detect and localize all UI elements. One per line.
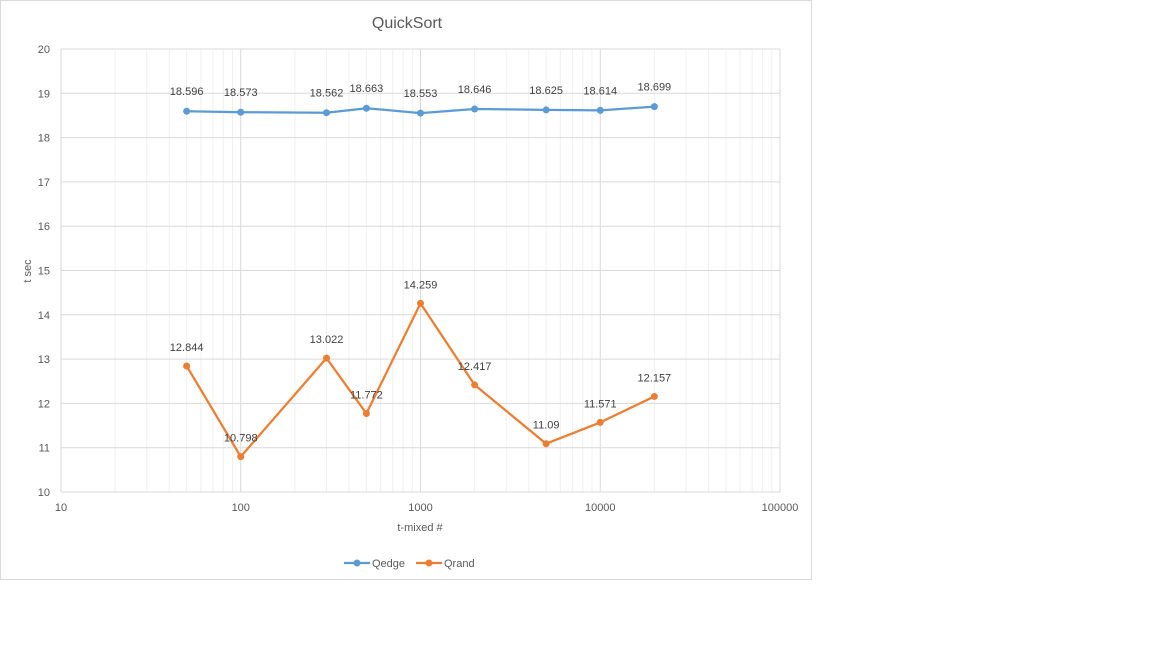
data-point [471, 381, 479, 389]
data-point [237, 453, 245, 461]
data-point [417, 109, 424, 117]
y-tick-label: 10 [38, 487, 50, 499]
data-point [596, 418, 604, 426]
data-point [362, 104, 370, 112]
data-label: 13.022 [310, 334, 344, 346]
data-label: 18.553 [404, 88, 438, 100]
x-axis-title: t-mixed # [397, 522, 443, 534]
x-tick-label: 10 [55, 502, 67, 514]
legend: Qedge Qrand [344, 558, 475, 570]
y-axis-ticks: 10 11 12 13 14 15 16 17 18 19 20 [38, 44, 50, 499]
data-point [237, 108, 245, 116]
x-tick-label: 1000 [408, 502, 432, 514]
y-tick-label: 11 [39, 443, 50, 455]
x-tick-label: 10000 [585, 502, 616, 514]
data-point [650, 103, 658, 111]
data-label: 11.09 [533, 420, 560, 432]
data-label: 10.798 [224, 433, 258, 445]
data-label: 18.699 [638, 82, 672, 94]
y-tick-label: 18 [38, 133, 50, 145]
data-label: 12.844 [170, 342, 204, 354]
legend-label: Qrand [444, 558, 475, 570]
data-label: 12.417 [458, 361, 492, 373]
data-label: 11.772 [350, 390, 383, 402]
y-tick-label: 19 [38, 88, 50, 100]
y-tick-label: 20 [38, 44, 50, 56]
legend-label: Qedge [372, 558, 405, 570]
data-point [183, 107, 191, 115]
chart-title: QuickSort [372, 15, 443, 32]
data-point [323, 109, 331, 117]
data-label: 18.614 [583, 85, 617, 97]
y-axis-title: t sec [22, 259, 34, 283]
gridlines [60, 48, 781, 493]
data-label: 18.596 [170, 86, 204, 98]
y-tick-label: 15 [38, 266, 50, 278]
data-label: 18.562 [310, 88, 344, 100]
data-label: 12.157 [638, 372, 672, 384]
data-label: 18.625 [529, 85, 563, 97]
data-point [471, 105, 479, 113]
data-label: 11.571 [584, 398, 617, 410]
chart-area [0, 0, 812, 580]
data-point [183, 362, 191, 370]
legend-marker [425, 559, 433, 567]
x-axis-ticks: 10 100 1000 10000 100000 [55, 502, 798, 514]
data-point [542, 440, 550, 448]
data-point [323, 354, 331, 362]
x-tick-label: 100000 [762, 502, 799, 514]
y-tick-label: 14 [38, 310, 50, 322]
data-point [362, 410, 370, 418]
data-point [542, 106, 550, 114]
data-label: 18.573 [224, 87, 258, 99]
data-point [417, 299, 424, 307]
series-layer: 18.596 18.573 18.562 18.663 18.553 18.646 18.6… [170, 82, 671, 461]
data-label: 18.663 [350, 83, 384, 95]
y-tick-label: 17 [38, 177, 50, 189]
data-label: 18.646 [458, 84, 492, 96]
y-tick-label: 16 [38, 221, 50, 233]
x-tick-label: 100 [232, 502, 250, 514]
legend-marker [353, 559, 361, 567]
data-point [596, 106, 604, 114]
data-point [650, 392, 658, 400]
y-tick-label: 12 [38, 398, 50, 410]
data-label: 14.259 [404, 279, 438, 291]
y-tick-label: 13 [38, 354, 50, 366]
